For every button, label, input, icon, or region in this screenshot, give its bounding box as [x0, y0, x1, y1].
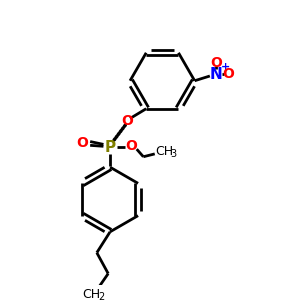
Text: P: P	[104, 140, 116, 155]
Text: 2: 2	[98, 292, 105, 300]
Text: N: N	[210, 67, 223, 82]
Text: O: O	[121, 114, 133, 128]
Text: CH: CH	[155, 145, 173, 158]
Text: O: O	[211, 56, 222, 70]
Text: O: O	[222, 67, 234, 81]
Text: CH: CH	[82, 288, 100, 300]
Text: 3: 3	[171, 149, 177, 159]
Text: O: O	[76, 136, 88, 150]
Text: +: +	[220, 62, 230, 72]
Text: O: O	[125, 139, 137, 153]
